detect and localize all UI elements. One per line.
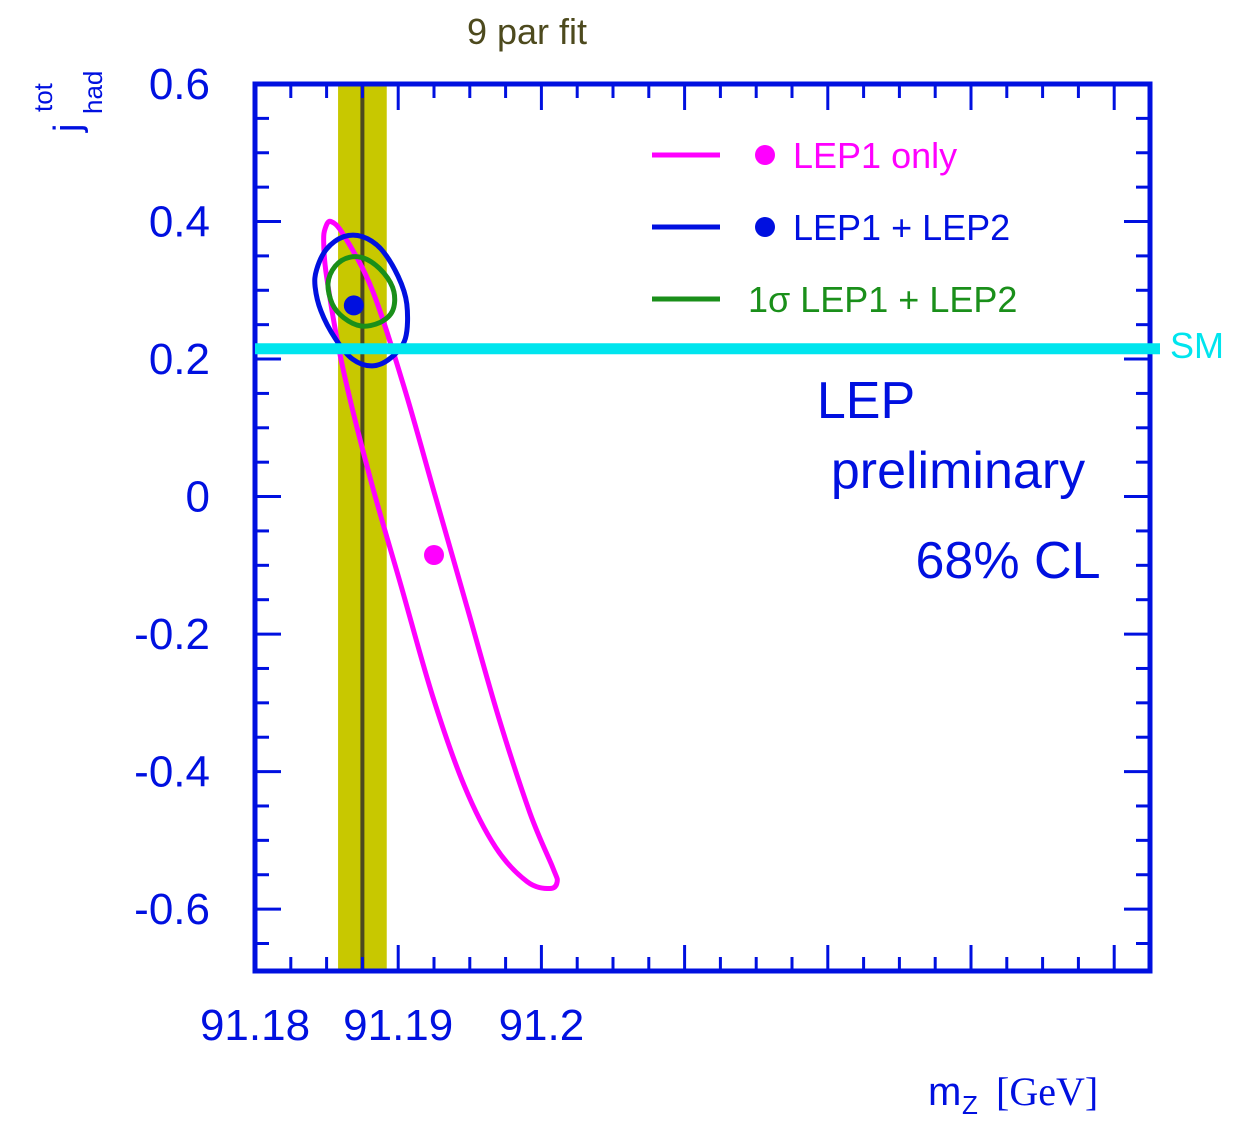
y-tick-label: 0 xyxy=(186,473,210,522)
y-tick-label: -0.6 xyxy=(134,885,210,934)
svg-text:tot: tot xyxy=(28,82,58,112)
legend-marker-lep1-only xyxy=(755,145,775,165)
y-tick-label: -0.2 xyxy=(134,610,210,659)
legend-label-lep1-lep2-1sigma: 1σ LEP1 + LEP2 xyxy=(748,279,1017,320)
legend-label-lep1-only: LEP1 only xyxy=(793,135,957,176)
y-tick-label: 0.6 xyxy=(149,60,210,109)
contour-lep1-lep2 xyxy=(312,232,411,369)
y-tick-label: -0.4 xyxy=(134,748,210,797)
y-axis-label: j had tot xyxy=(28,71,108,133)
contour-lep1-lep2-1sigma xyxy=(325,254,398,329)
point-lep1-lep2 xyxy=(343,295,364,316)
legend-label-lep1-lep2: LEP1 + LEP2 xyxy=(793,207,1010,248)
svg-text:had: had xyxy=(78,71,108,114)
contour-lep1-only xyxy=(321,218,560,892)
legend-marker-lep1-lep2 xyxy=(755,217,775,237)
y-tick-label: 0.2 xyxy=(149,335,210,384)
annotation-cl: 68% CL xyxy=(916,532,1101,590)
y-tick-label: 0.4 xyxy=(149,198,210,247)
svg-text:Z: Z xyxy=(962,1090,978,1120)
svg-text:m: m xyxy=(928,1070,961,1114)
svg-text:[GeV]: [GeV] xyxy=(996,1069,1098,1114)
plot-frame xyxy=(252,81,1153,974)
point-lep1-only xyxy=(424,545,444,566)
annotation-lep: LEP xyxy=(817,372,915,430)
x-tick-label: 91.2 xyxy=(499,1001,585,1050)
svg-text:j: j xyxy=(47,124,89,133)
x-axis-label: m Z [GeV] xyxy=(928,1069,1098,1120)
annotation-preliminary: preliminary xyxy=(831,442,1085,500)
fit-label: 9 par fit xyxy=(467,11,587,52)
x-tick-label: 91.18 xyxy=(200,1001,310,1050)
x-tick-label: 91.19 xyxy=(343,1001,453,1050)
annotations: LEP preliminary 68% CL xyxy=(817,372,1101,590)
legend: LEP1 only LEP1 + LEP2 1σ LEP1 + LEP2 xyxy=(652,135,1017,320)
sm-label: SM xyxy=(1170,325,1224,366)
